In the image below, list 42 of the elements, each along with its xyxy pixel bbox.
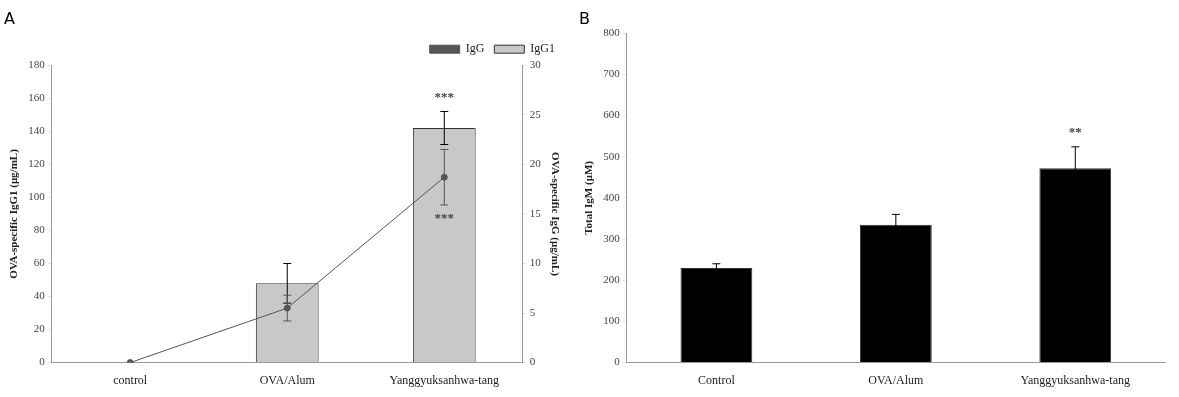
y2-tick-label: 0 bbox=[529, 355, 536, 368]
chart-title: A bbox=[4, 8, 15, 28]
y-tick-label: 500 bbox=[603, 149, 621, 162]
chart-title: B bbox=[579, 8, 590, 28]
x-tick-label: Yanggyuksanhwa-tang bbox=[389, 372, 499, 387]
y-tick-label: 200 bbox=[603, 273, 621, 286]
y-tick-label: 0 bbox=[614, 355, 621, 368]
y-tick-label: 0 bbox=[39, 355, 46, 368]
annotation: *** bbox=[434, 210, 455, 226]
y-axis-title: Total IgM (μM) bbox=[582, 160, 596, 235]
y-axis-title: OVA-specific IgG1 (μg/mL) bbox=[7, 148, 21, 279]
x-tick-label: Control bbox=[698, 372, 736, 387]
y2-tick-label: 15 bbox=[529, 206, 542, 219]
x-tick-label: OVA/Alum bbox=[259, 372, 316, 387]
y-tick-label: 80 bbox=[33, 223, 46, 236]
legend-label: IgG bbox=[465, 41, 485, 56]
y2-tick-label: 25 bbox=[529, 107, 542, 120]
x-tick-label: Yanggyuksanhwa-tang bbox=[1020, 372, 1130, 387]
y-tick-label: 120 bbox=[28, 157, 46, 170]
legend-label: IgG1 bbox=[530, 41, 556, 56]
y2-axis-title: OVA-specific IgG (μg/mL) bbox=[548, 151, 562, 277]
annotation: *** bbox=[434, 88, 455, 104]
y2-tick-label: 20 bbox=[529, 157, 542, 170]
y2-tick-label: 30 bbox=[529, 58, 542, 71]
y2-tick-label: 5 bbox=[529, 305, 536, 318]
y-tick-label: 100 bbox=[603, 314, 621, 327]
y-tick-label: 160 bbox=[28, 91, 46, 104]
y-tick-label: 180 bbox=[28, 58, 46, 71]
y-tick-label: 100 bbox=[28, 190, 46, 203]
y-tick-label: 300 bbox=[603, 231, 621, 244]
y2-tick-label: 10 bbox=[529, 256, 542, 269]
y-tick-label: 600 bbox=[603, 108, 621, 121]
y-tick-label: 20 bbox=[33, 322, 46, 335]
y-tick-label: 140 bbox=[28, 124, 46, 137]
x-tick-label: control bbox=[113, 372, 148, 387]
annotation: ** bbox=[1068, 124, 1082, 140]
y-tick-label: 700 bbox=[603, 67, 621, 80]
x-tick-label: OVA/Alum bbox=[868, 372, 925, 387]
y-tick-label: 400 bbox=[603, 190, 621, 203]
y-tick-label: 60 bbox=[33, 256, 46, 269]
y-tick-label: 800 bbox=[603, 26, 621, 39]
y-tick-label: 40 bbox=[33, 289, 46, 302]
